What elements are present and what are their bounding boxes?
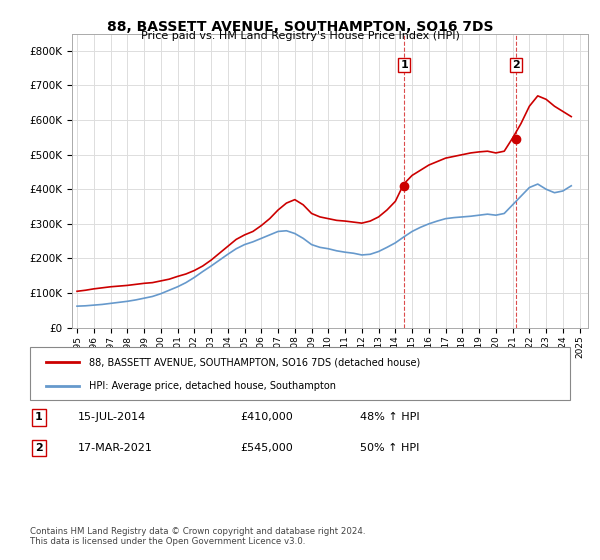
Text: 88, BASSETT AVENUE, SOUTHAMPTON, SO16 7DS (detached house): 88, BASSETT AVENUE, SOUTHAMPTON, SO16 7D… [89,357,421,367]
Text: Contains HM Land Registry data © Crown copyright and database right 2024.
This d: Contains HM Land Registry data © Crown c… [30,526,365,546]
Text: HPI: Average price, detached house, Southampton: HPI: Average price, detached house, Sout… [89,380,337,390]
Text: 15-JUL-2014: 15-JUL-2014 [78,412,146,422]
Text: 48% ↑ HPI: 48% ↑ HPI [360,412,419,422]
Text: Price paid vs. HM Land Registry's House Price Index (HPI): Price paid vs. HM Land Registry's House … [140,31,460,41]
Text: 88, BASSETT AVENUE, SOUTHAMPTON, SO16 7DS: 88, BASSETT AVENUE, SOUTHAMPTON, SO16 7D… [107,20,493,34]
Text: 1: 1 [35,412,43,422]
Text: £545,000: £545,000 [240,443,293,453]
Text: 17-MAR-2021: 17-MAR-2021 [78,443,153,453]
Text: 50% ↑ HPI: 50% ↑ HPI [360,443,419,453]
Text: 2: 2 [512,60,520,70]
FancyBboxPatch shape [30,347,570,400]
Text: £410,000: £410,000 [240,412,293,422]
Text: 1: 1 [401,60,408,70]
Text: 2: 2 [35,443,43,453]
